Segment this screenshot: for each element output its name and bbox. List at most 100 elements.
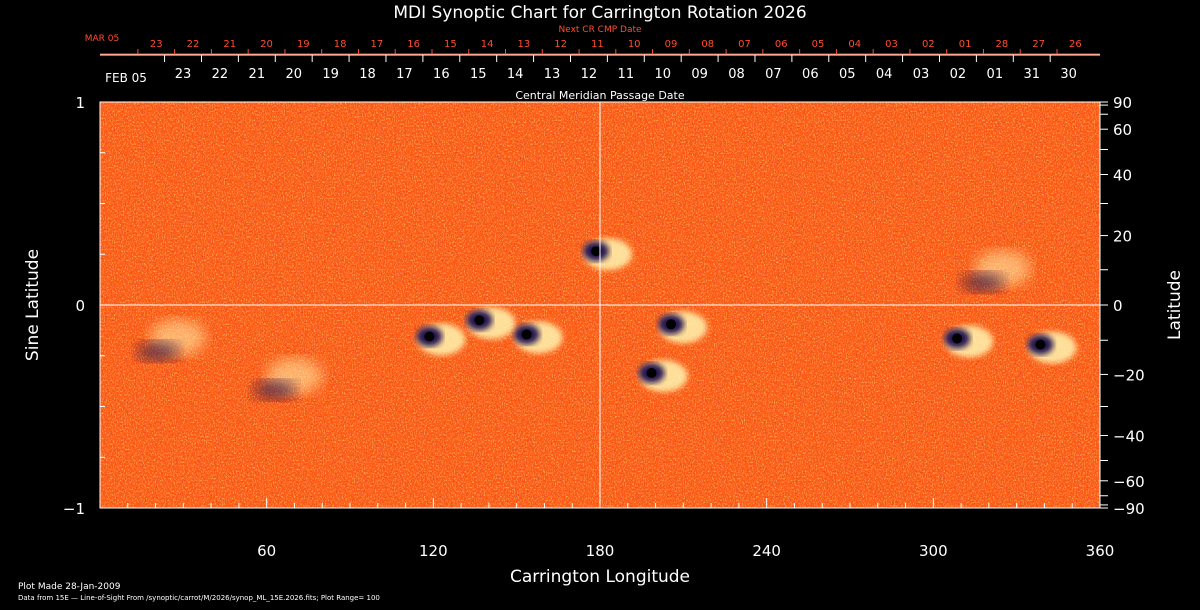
next-cr-date-label: 08 bbox=[701, 39, 714, 50]
next-cr-date-label: 22 bbox=[187, 39, 200, 50]
y-right-tick-label: 40 bbox=[1113, 167, 1132, 185]
y-right-tick-label: −20 bbox=[1113, 366, 1145, 384]
sunspot-core bbox=[1035, 339, 1046, 350]
y-right-tick-label: 0 bbox=[1113, 297, 1123, 315]
next-cr-date-label: 21 bbox=[223, 39, 236, 50]
x-axis-label: Carrington Longitude bbox=[510, 567, 690, 587]
cmp-date-label: 15 bbox=[470, 67, 487, 82]
active-region bbox=[960, 250, 1031, 293]
x-tick-label: 180 bbox=[586, 542, 615, 560]
x-tick-label: 240 bbox=[752, 542, 781, 560]
next-cr-date-label: 03 bbox=[885, 39, 898, 50]
next-cr-date-label: 07 bbox=[738, 39, 751, 50]
cmp-date-label: 16 bbox=[433, 67, 450, 82]
y-right-tick-label: −90 bbox=[1113, 500, 1145, 518]
sunspot-core bbox=[952, 333, 963, 344]
next-cr-title: Next CR CMP Date bbox=[558, 25, 642, 35]
data-source-note: Data from 15E — Line-of-Sight From /syno… bbox=[18, 594, 380, 602]
next-cr-month-label: MAR 05 bbox=[85, 34, 120, 44]
plage-negative bbox=[960, 272, 1005, 293]
next-cr-date-label: 27 bbox=[1032, 39, 1045, 50]
top-axis-title: Central Meridian Passage Date bbox=[515, 89, 684, 102]
y-left-tick-label: 0 bbox=[75, 297, 85, 315]
sunspot-core bbox=[591, 246, 601, 257]
y-left-tick-label: 1 bbox=[75, 94, 85, 112]
cmp-date-label: 19 bbox=[322, 67, 339, 82]
y-left-axis-ticks: 1 0 −1 bbox=[63, 94, 110, 518]
active-region bbox=[658, 311, 707, 344]
active-region bbox=[513, 321, 563, 354]
next-cr-date-label: 26 bbox=[1069, 39, 1082, 50]
cmp-date-label: 17 bbox=[396, 67, 413, 82]
active-region bbox=[583, 238, 632, 271]
chart-title: MDI Synoptic Chart for Carrington Rotati… bbox=[393, 3, 806, 23]
next-cr-date-label: 20 bbox=[260, 39, 273, 50]
active-regions bbox=[135, 238, 1077, 401]
cmp-date-label: 14 bbox=[507, 67, 524, 82]
next-cr-date-label: 01 bbox=[959, 39, 972, 50]
cmp-date-label: 18 bbox=[359, 67, 376, 82]
next-cr-date-label: 04 bbox=[848, 39, 861, 50]
x-tick-label: 60 bbox=[257, 542, 276, 560]
cmp-date-label: 06 bbox=[802, 67, 819, 82]
next-cr-date-label: 14 bbox=[481, 39, 494, 50]
cmp-date-label: 08 bbox=[728, 67, 745, 82]
y-right-axis-ticks: 90 60 40 20 0 −20 −40 −60 −90 bbox=[1100, 94, 1145, 518]
x-tick-label: 360 bbox=[1086, 542, 1115, 560]
sunspot-core bbox=[521, 329, 532, 340]
next-cr-date-label: 28 bbox=[995, 39, 1008, 50]
cmp-month-label: FEB 05 bbox=[105, 71, 147, 85]
cmp-date-label: 13 bbox=[544, 67, 561, 82]
y-right-tick-label: 90 bbox=[1113, 94, 1132, 112]
cmp-date-label: 09 bbox=[691, 67, 708, 82]
cmp-date-label: 22 bbox=[212, 67, 229, 82]
y-right-axis-label: Latitude bbox=[1165, 270, 1185, 340]
cmp-date-label: 02 bbox=[950, 67, 967, 82]
sunspot-core bbox=[646, 368, 657, 379]
y-right-tick-label: −60 bbox=[1113, 473, 1145, 491]
next-cr-date-label: 17 bbox=[370, 39, 383, 50]
x-axis-ticks: 60 120 180 240 300 360 bbox=[99, 498, 1115, 560]
y-right-tick-label: −40 bbox=[1113, 427, 1145, 445]
sunspot-core bbox=[666, 319, 676, 330]
cmp-date-label: 05 bbox=[839, 67, 856, 82]
next-cr-date-label: 09 bbox=[665, 39, 678, 50]
cmp-date-label: 31 bbox=[1023, 67, 1040, 82]
sunspot-core bbox=[474, 315, 485, 326]
active-region bbox=[1027, 331, 1077, 364]
y-right-tick-label: 60 bbox=[1113, 121, 1132, 139]
active-region bbox=[416, 323, 466, 356]
x-tick-label: 120 bbox=[419, 542, 448, 560]
active-region bbox=[638, 360, 688, 393]
sunspot-core bbox=[424, 331, 435, 342]
cmp-date-label: 01 bbox=[987, 67, 1004, 82]
y-left-axis-label: Sine Latitude bbox=[23, 249, 43, 361]
next-cr-date-label: 06 bbox=[775, 39, 788, 50]
x-tick-label: 300 bbox=[919, 542, 948, 560]
next-cr-date-label: 16 bbox=[407, 39, 420, 50]
cmp-date-label: 10 bbox=[654, 67, 671, 82]
next-cr-date-label: 13 bbox=[518, 39, 531, 50]
cmp-date-label: 21 bbox=[249, 67, 266, 82]
cmp-date-label: 04 bbox=[876, 67, 893, 82]
next-cr-date-label: 10 bbox=[628, 39, 641, 50]
next-cr-date-label: 02 bbox=[922, 39, 935, 50]
next-cr-date-label: 19 bbox=[297, 39, 310, 50]
y-left-tick-label: −1 bbox=[63, 500, 85, 518]
y-right-tick-label: 20 bbox=[1113, 228, 1132, 246]
next-cr-date-label: 23 bbox=[150, 39, 163, 50]
cmp-date-label: 07 bbox=[765, 67, 782, 82]
next-cr-date-label: 05 bbox=[812, 39, 825, 50]
cmp-date-label: 20 bbox=[285, 67, 302, 82]
plot-made-note: Plot Made 28-Jan-2009 bbox=[18, 582, 121, 592]
cmp-ticks: 23 22 21 20 19 18 17 16 15 14 13 12 11 10 09 08 07 06 05 04… bbox=[164, 55, 1077, 82]
active-region bbox=[135, 319, 206, 362]
next-cr-ticks: 23 22 21 20 19 18 17 16 15 14 13 12 11 10 09 08 07 06 05 04… bbox=[137, 39, 1082, 54]
plage-negative bbox=[252, 380, 297, 401]
active-region bbox=[466, 307, 516, 340]
next-cr-date-label: 18 bbox=[334, 39, 347, 50]
cmp-date-label: 30 bbox=[1060, 67, 1077, 82]
cmp-date-label: 11 bbox=[618, 67, 635, 82]
active-region bbox=[252, 358, 323, 401]
